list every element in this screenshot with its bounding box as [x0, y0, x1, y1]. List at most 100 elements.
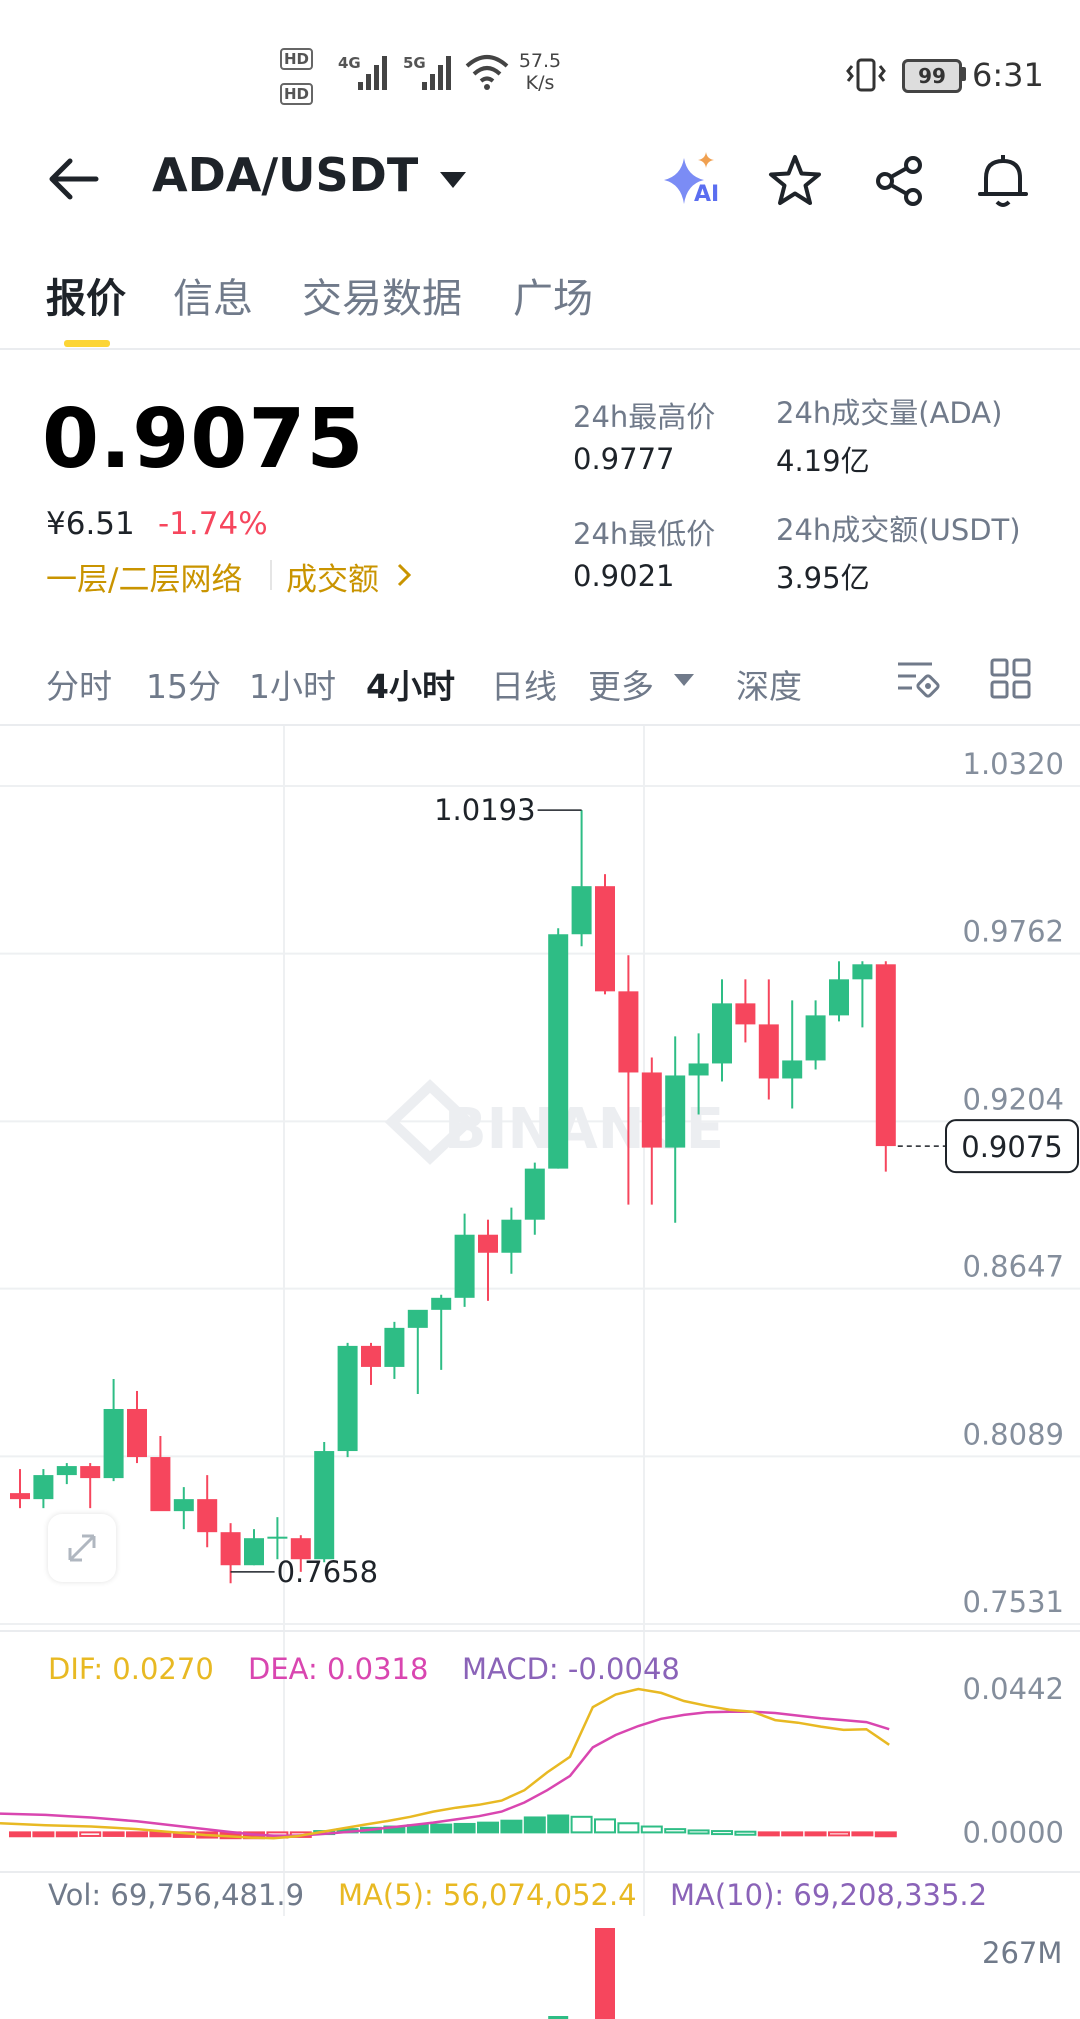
battery-level: 99: [918, 64, 946, 88]
macd-panel: 0.0442 0.0000: [0, 1672, 1064, 1849]
link-divider: [270, 560, 272, 590]
speed-value: 57.5: [518, 50, 562, 72]
interval-depth[interactable]: 深度: [736, 667, 802, 706]
net-speed: 57.5 K/s: [512, 50, 568, 94]
macd-histogram-bar: [102, 1831, 125, 1837]
interval-1h[interactable]: 1小时: [249, 667, 336, 706]
macd-histogram-bar: [851, 1831, 874, 1837]
macd-histogram-bar: [874, 1831, 897, 1838]
chevron-right-icon[interactable]: [394, 560, 414, 590]
candle-body: [524, 1168, 545, 1220]
interval-1d[interactable]: 日线: [491, 667, 557, 706]
volume-label: 24h成交量(ADA): [776, 396, 1003, 430]
tab-info[interactable]: 信息: [173, 276, 253, 322]
candle-body: [829, 979, 849, 1016]
candle-body: [80, 1466, 101, 1479]
price-tick-label: 0.7531: [963, 1585, 1064, 1619]
macd-tick-label: 0.0000: [963, 1815, 1064, 1849]
candle-body: [501, 1219, 522, 1253]
candle-body: [220, 1532, 241, 1566]
candle-body: [454, 1234, 475, 1298]
macd-histogram-bar: [477, 1821, 499, 1834]
network-5g-label: 5G: [403, 54, 426, 72]
macd-histogram-bar: [430, 1823, 453, 1834]
network-4g-label: 4G: [338, 54, 361, 72]
turnover-label: 24h成交额(USDT): [776, 513, 1021, 547]
chart-grid: [0, 726, 1080, 1916]
macd-histogram-bar: [687, 1829, 710, 1835]
current-price-box: [945, 1119, 1079, 1174]
more-caret-icon[interactable]: [672, 672, 696, 688]
candle-body: [852, 964, 873, 980]
candle-body: [150, 1457, 171, 1512]
interval-time[interactable]: 分时: [46, 667, 112, 706]
volume-link[interactable]: 成交额: [286, 562, 379, 598]
macd-histogram-bar: [126, 1831, 148, 1838]
interval-4h[interactable]: 4小时: [366, 667, 455, 706]
interval-more[interactable]: 更多: [588, 667, 654, 706]
layout-grid-icon[interactable]: [988, 656, 1034, 702]
candle-body: [782, 1060, 803, 1079]
bell-icon[interactable]: [976, 152, 1030, 210]
back-arrow-icon[interactable]: [46, 154, 102, 204]
hd2-badge: HD: [280, 83, 314, 105]
volume-value: 4.19亿: [776, 444, 870, 478]
candle-body: [571, 886, 592, 935]
price-tick-label: 0.9762: [963, 915, 1064, 949]
low-label: 24h最低价: [573, 517, 716, 551]
macd-histogram-bar: [828, 1831, 850, 1837]
speed-unit: K/s: [525, 72, 555, 94]
interval-15m[interactable]: 15分: [146, 667, 221, 706]
max-price-label: 1.0193: [434, 793, 535, 827]
price-tick-label: 1.0320: [963, 747, 1064, 781]
vibrate-icon: [846, 58, 886, 92]
vol-label: Vol: 69,756,481.9: [48, 1878, 305, 1912]
candle-body: [56, 1466, 77, 1476]
candle-body: [641, 1072, 662, 1148]
indicator-settings-icon[interactable]: [894, 656, 940, 702]
macd-histogram-bar: [594, 1818, 616, 1834]
tab-square[interactable]: 广场: [513, 276, 593, 322]
macd-histogram-bar: [523, 1816, 546, 1834]
active-tab-indicator: [64, 340, 110, 347]
candle-body: [33, 1475, 54, 1500]
interval-divider: [0, 724, 1080, 726]
network-link[interactable]: 一层/二层网络: [46, 562, 243, 598]
candle-body: [361, 1345, 381, 1367]
share-icon[interactable]: [872, 154, 926, 208]
volume-panel: [548, 1928, 615, 2019]
turnover-value: 3.95亿: [776, 561, 870, 595]
star-icon[interactable]: [768, 154, 822, 208]
candle-body: [290, 1538, 311, 1560]
caret-down-icon[interactable]: [438, 170, 468, 190]
high-value: 0.9777: [573, 442, 675, 476]
macd-histogram-bar: [617, 1822, 640, 1834]
price-axis: 1.0320 0.9762 0.9204 0.8647 0.8089 0.7531: [963, 747, 1064, 1619]
volume-bar: [595, 1928, 615, 2019]
vol-axis-max: 267M: [982, 1936, 1063, 1970]
volume-bar: [548, 2016, 569, 2019]
price-chart[interactable]: BINANCE 1.03200.97620.92040.86470.80890.…: [0, 726, 1080, 2019]
macd-histogram-bar: [570, 1815, 593, 1834]
macd-tick-label: 0.0442: [963, 1672, 1064, 1706]
battery-tip: [961, 67, 966, 81]
candle-body: [712, 1003, 732, 1064]
ai-button[interactable]: AI: [660, 150, 728, 214]
expand-icon: [68, 1534, 96, 1562]
macd-histogram-bar: [781, 1831, 804, 1837]
signal-icon-2: [422, 56, 451, 90]
candle-body: [431, 1297, 452, 1310]
watermark-logo: [384, 1079, 476, 1165]
candle-body: [595, 886, 615, 992]
candles: [10, 810, 896, 1584]
macd-histogram-bar: [664, 1828, 687, 1834]
candle-body: [478, 1234, 498, 1253]
cny-price: ¥6.51: [46, 506, 135, 542]
candle-body: [875, 964, 896, 1147]
pair-selector[interactable]: ADA/USDT: [152, 148, 419, 202]
candle-body: [407, 1309, 428, 1328]
tab-quote[interactable]: 报价: [46, 276, 126, 322]
expand-chart-button[interactable]: [48, 1514, 116, 1582]
candle-body: [314, 1451, 335, 1560]
tab-trading-data[interactable]: 交易数据: [302, 276, 462, 322]
